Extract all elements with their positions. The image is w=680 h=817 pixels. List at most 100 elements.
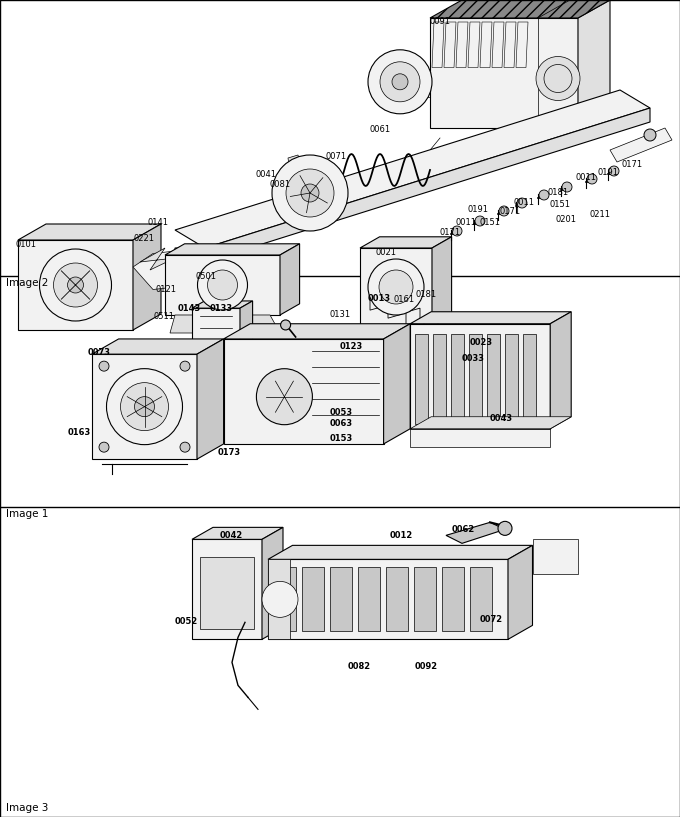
Polygon shape bbox=[268, 546, 532, 560]
Polygon shape bbox=[406, 308, 420, 326]
Polygon shape bbox=[92, 354, 197, 459]
Ellipse shape bbox=[107, 368, 182, 444]
Polygon shape bbox=[442, 567, 464, 632]
Polygon shape bbox=[140, 248, 175, 270]
Polygon shape bbox=[452, 334, 464, 424]
Polygon shape bbox=[432, 237, 452, 326]
Text: 0133: 0133 bbox=[210, 304, 233, 313]
Polygon shape bbox=[268, 560, 290, 640]
Polygon shape bbox=[460, 333, 474, 350]
Text: 0153: 0153 bbox=[330, 434, 353, 443]
Text: 0123: 0123 bbox=[340, 342, 363, 351]
Polygon shape bbox=[424, 316, 438, 334]
Polygon shape bbox=[446, 522, 505, 543]
Ellipse shape bbox=[392, 74, 408, 90]
Text: 0161: 0161 bbox=[393, 295, 414, 304]
Polygon shape bbox=[240, 301, 252, 348]
Ellipse shape bbox=[368, 259, 424, 315]
Text: 0021: 0021 bbox=[376, 248, 397, 257]
Polygon shape bbox=[192, 301, 252, 308]
Polygon shape bbox=[410, 417, 571, 429]
Polygon shape bbox=[360, 237, 452, 248]
Polygon shape bbox=[430, 18, 578, 128]
Ellipse shape bbox=[99, 442, 109, 452]
Text: 0501: 0501 bbox=[196, 272, 217, 281]
Text: Image 2: Image 2 bbox=[6, 278, 48, 288]
Polygon shape bbox=[192, 539, 262, 640]
Text: 0173: 0173 bbox=[218, 449, 241, 458]
Polygon shape bbox=[330, 567, 352, 632]
Polygon shape bbox=[268, 560, 508, 640]
Polygon shape bbox=[192, 527, 283, 539]
Text: 0012: 0012 bbox=[390, 531, 413, 540]
Polygon shape bbox=[505, 334, 518, 424]
Text: 0092: 0092 bbox=[415, 663, 438, 672]
Text: 0191: 0191 bbox=[598, 168, 619, 177]
Text: 0053: 0053 bbox=[330, 408, 353, 417]
Polygon shape bbox=[415, 334, 428, 424]
Polygon shape bbox=[469, 334, 482, 424]
Text: 0043: 0043 bbox=[490, 414, 513, 423]
Polygon shape bbox=[18, 224, 161, 240]
Ellipse shape bbox=[272, 155, 348, 231]
Ellipse shape bbox=[39, 249, 112, 321]
Text: 0163: 0163 bbox=[68, 428, 91, 437]
Ellipse shape bbox=[120, 382, 169, 431]
Ellipse shape bbox=[180, 361, 190, 371]
Polygon shape bbox=[262, 527, 283, 640]
Text: 0082: 0082 bbox=[348, 663, 371, 672]
Ellipse shape bbox=[67, 277, 84, 293]
Polygon shape bbox=[170, 315, 280, 333]
Polygon shape bbox=[414, 567, 436, 632]
Text: 0101: 0101 bbox=[16, 240, 37, 249]
Text: 0011: 0011 bbox=[456, 218, 477, 227]
Text: 0042: 0042 bbox=[220, 531, 243, 540]
Text: 0181: 0181 bbox=[416, 290, 437, 299]
Text: 0191: 0191 bbox=[468, 205, 489, 214]
Polygon shape bbox=[430, 0, 610, 18]
Ellipse shape bbox=[262, 582, 298, 618]
Polygon shape bbox=[165, 243, 300, 255]
Ellipse shape bbox=[256, 368, 312, 425]
Polygon shape bbox=[550, 312, 571, 429]
Polygon shape bbox=[18, 240, 133, 330]
Polygon shape bbox=[165, 255, 280, 315]
Ellipse shape bbox=[286, 169, 334, 217]
Ellipse shape bbox=[368, 50, 432, 114]
Ellipse shape bbox=[539, 190, 549, 200]
Polygon shape bbox=[280, 243, 300, 315]
Polygon shape bbox=[448, 340, 490, 362]
Polygon shape bbox=[470, 567, 492, 632]
Polygon shape bbox=[410, 429, 550, 447]
Polygon shape bbox=[532, 539, 577, 574]
Text: 0023: 0023 bbox=[470, 338, 493, 347]
Ellipse shape bbox=[281, 320, 290, 330]
Polygon shape bbox=[514, 356, 528, 374]
Ellipse shape bbox=[135, 396, 154, 417]
Polygon shape bbox=[410, 312, 571, 324]
Text: 0171: 0171 bbox=[440, 228, 461, 237]
Text: 0062: 0062 bbox=[452, 525, 475, 534]
Polygon shape bbox=[410, 324, 550, 429]
Text: 0141: 0141 bbox=[148, 218, 169, 227]
Ellipse shape bbox=[517, 198, 527, 208]
Text: 0072: 0072 bbox=[480, 615, 503, 624]
Text: Image 1: Image 1 bbox=[6, 509, 48, 520]
Polygon shape bbox=[523, 334, 537, 424]
Text: 0011: 0011 bbox=[575, 173, 596, 182]
Polygon shape bbox=[508, 546, 532, 640]
Text: 0011: 0011 bbox=[513, 198, 534, 207]
Text: 0151: 0151 bbox=[549, 200, 570, 209]
Polygon shape bbox=[224, 339, 384, 444]
Ellipse shape bbox=[536, 56, 580, 100]
Text: 0151: 0151 bbox=[479, 218, 500, 227]
Polygon shape bbox=[433, 334, 446, 424]
Text: 0181: 0181 bbox=[548, 188, 569, 197]
Text: 0201: 0201 bbox=[556, 215, 577, 224]
Polygon shape bbox=[610, 128, 672, 162]
Polygon shape bbox=[274, 567, 296, 632]
Polygon shape bbox=[487, 334, 500, 424]
Text: 0221: 0221 bbox=[133, 234, 154, 243]
Polygon shape bbox=[288, 155, 302, 172]
Text: 0073: 0073 bbox=[88, 348, 111, 357]
